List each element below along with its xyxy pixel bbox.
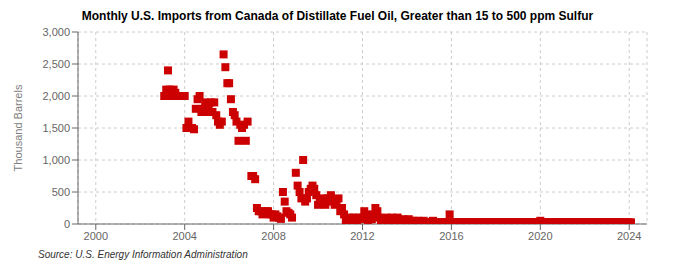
svg-text:2,000: 2,000: [42, 90, 70, 102]
svg-text:0: 0: [64, 218, 70, 230]
svg-text:2004: 2004: [172, 230, 196, 242]
svg-text:1,000: 1,000: [42, 154, 70, 166]
svg-text:2008: 2008: [261, 230, 285, 242]
svg-text:1,500: 1,500: [42, 122, 70, 134]
svg-text:500: 500: [52, 186, 70, 198]
svg-text:2,500: 2,500: [42, 58, 70, 70]
html-text:Source: U.S. Energy Informatio: Source: U.S. Energy Information Administ…: [38, 249, 248, 260]
svg-text:2000: 2000: [84, 230, 108, 242]
html-text:Monthly U.S. Imports from Cana: Monthly U.S. Imports from Canada of Dist…: [81, 9, 594, 23]
svg-text:2020: 2020: [528, 230, 552, 242]
svg-text:3,000: 3,000: [42, 26, 70, 38]
svg-text:2016: 2016: [439, 230, 463, 242]
svg-text:2012: 2012: [350, 230, 374, 242]
svg-text:Thousand Barrels: Thousand Barrels: [12, 84, 24, 171]
svg-text:2024: 2024: [617, 230, 641, 242]
